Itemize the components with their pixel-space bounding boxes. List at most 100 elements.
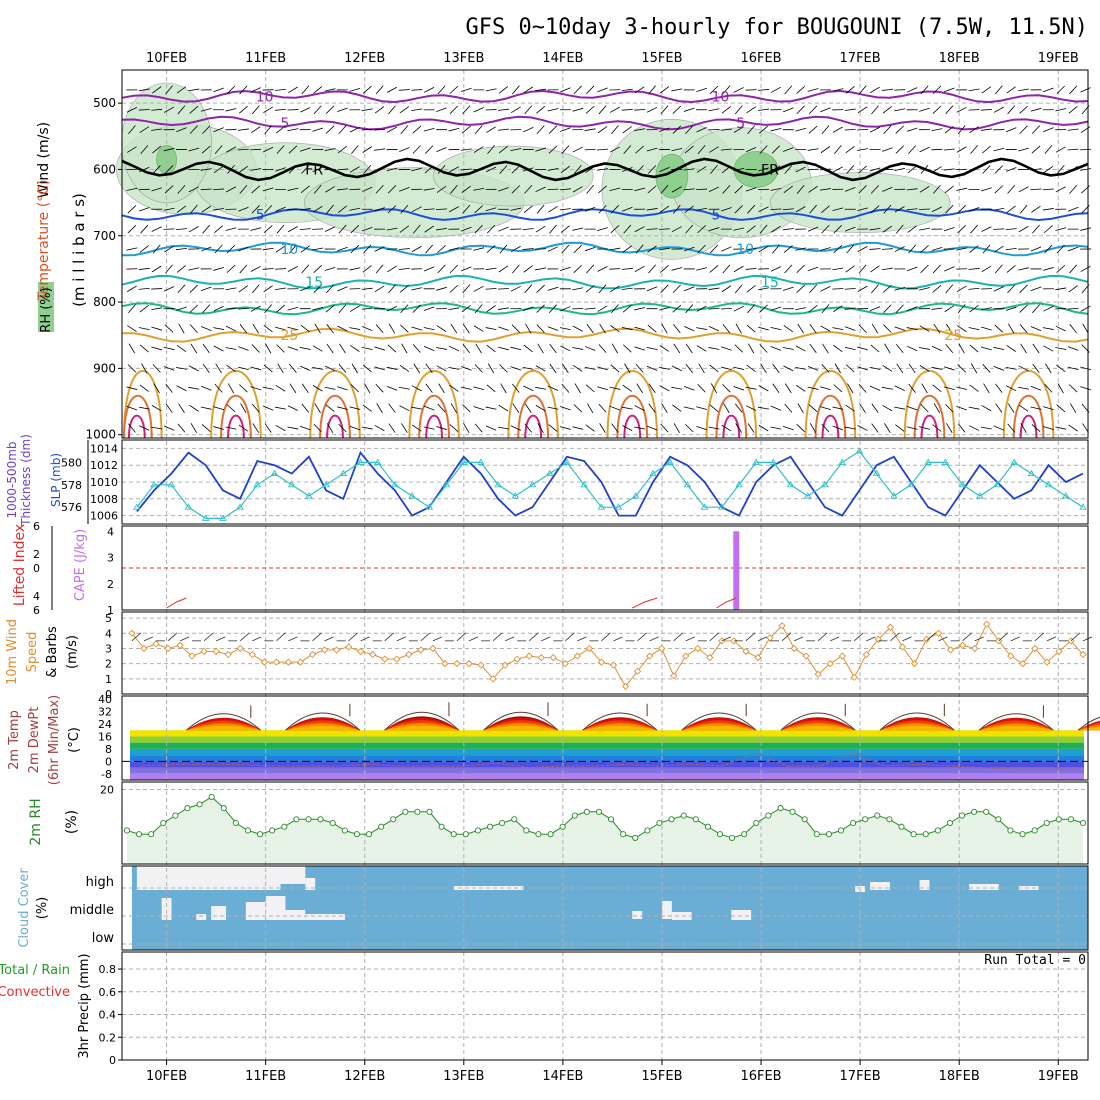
- wind-barb: [1068, 424, 1078, 432]
- wind-barb: [226, 244, 236, 254]
- wind-barb: [349, 406, 361, 410]
- wind-barb: [894, 108, 906, 112]
- thickness-point: [201, 514, 210, 521]
- wind-barb: [734, 284, 743, 294]
- wind-barb: [559, 188, 571, 191]
- wind-barb: [807, 88, 819, 92]
- wind-barb: [659, 345, 670, 352]
- wind-barb: [895, 424, 905, 432]
- wind-barb: [126, 106, 138, 113]
- wind-barb: [559, 426, 571, 430]
- wind-barb: [648, 85, 656, 95]
- wind-barb: [460, 148, 472, 151]
- wind-barb: [598, 185, 607, 194]
- wind-barb: [1005, 167, 1017, 172]
- wind-barb: [423, 266, 435, 272]
- wind-barb: [696, 188, 708, 191]
- wind-barb: [672, 284, 681, 294]
- wind-barb: [250, 386, 262, 391]
- thickness-point: [666, 458, 674, 465]
- wind-barb: [795, 206, 806, 213]
- wind-barb: [189, 105, 199, 114]
- wind-barb: [944, 266, 955, 272]
- wind-barb: [450, 184, 458, 194]
- wind-barb: [858, 85, 867, 95]
- wind-barb: [968, 207, 980, 212]
- wind-barb: [225, 146, 236, 153]
- wind-barb: [672, 304, 682, 313]
- wind-barb: [920, 403, 929, 413]
- wind-barb: [423, 405, 435, 411]
- wind-barb: [770, 327, 782, 331]
- wind-barb: [126, 406, 138, 411]
- wind-barb: [436, 347, 448, 350]
- temperature-hump: [582, 725, 658, 731]
- ylabel-temp2m: (6hr Min/Max): [47, 695, 62, 785]
- wind-barb: [945, 403, 954, 413]
- wind-barb: [265, 343, 272, 354]
- wind-barb: [448, 206, 459, 213]
- wind-barb: [894, 206, 905, 213]
- wind-barb: [450, 403, 458, 414]
- rh2m-point: [438, 823, 445, 830]
- date-label-bottom: 16FEB: [740, 1069, 781, 1084]
- wind-speed-point: [922, 635, 931, 643]
- wind-barb: [139, 305, 149, 313]
- temperature-band: [130, 755, 1084, 762]
- rh-contour-area: [433, 145, 594, 207]
- temp-tick-label: 24: [98, 718, 112, 731]
- wind-barb: [1018, 404, 1029, 412]
- wind-barb: [399, 285, 409, 293]
- wind-speed-point: [369, 650, 377, 659]
- rh2m-point: [946, 819, 953, 827]
- wind-barb: [1032, 363, 1040, 374]
- wind-barb: [213, 327, 225, 330]
- wind-barb: [312, 228, 324, 230]
- surface-temperature-contour: [913, 394, 946, 439]
- wind-barb: [587, 403, 594, 414]
- wind-barb: [511, 85, 520, 95]
- wind-barb: [300, 245, 310, 253]
- wind-barb: [819, 168, 831, 171]
- temp-tick-label: 40: [98, 693, 112, 706]
- wind-barb: [956, 247, 968, 251]
- thickness-point: [391, 480, 399, 488]
- wind-barb: [660, 105, 669, 115]
- wind-barb: [238, 105, 248, 114]
- wind-barb: [932, 424, 942, 432]
- wind-barb: [163, 147, 175, 152]
- wind-barb: [1080, 386, 1091, 391]
- wind-barb: [386, 366, 398, 370]
- ylabel-cloud: Cloud Cover: [17, 868, 32, 948]
- wind-barb: [450, 323, 458, 334]
- wind-barb: [809, 204, 817, 214]
- wind-barb: [696, 207, 708, 211]
- wind-barb: [215, 363, 222, 374]
- wind-barb: [1019, 324, 1028, 334]
- wind-barb: [548, 424, 558, 432]
- wind-barb: [746, 324, 756, 333]
- rh2m-point: [753, 819, 760, 827]
- wind-barb: [411, 385, 422, 392]
- wind-barb: [337, 286, 348, 292]
- wind-barb: [622, 245, 632, 253]
- wind-barb: [313, 184, 322, 194]
- wind-barb: [597, 386, 608, 391]
- wind-barb: [722, 85, 731, 95]
- thickness-point: [1079, 503, 1087, 510]
- wind-speed-point: [152, 640, 160, 648]
- wind-barb: [474, 364, 483, 373]
- date-label-top: 17FEB: [840, 51, 881, 66]
- wind-barb: [683, 286, 695, 292]
- wind-barb: [770, 306, 782, 311]
- wind-barb-10m: [276, 632, 286, 642]
- wind-barb: [983, 383, 990, 394]
- ylabel-wind10m: 10m Wind: [5, 619, 20, 685]
- thickness-point: [821, 480, 829, 488]
- wind-barb: [597, 126, 608, 134]
- date-label-top: 18FEB: [939, 51, 980, 66]
- wind-barb: [264, 125, 272, 135]
- wind-barb: [412, 304, 421, 313]
- surface-temperature-contour: [920, 414, 939, 439]
- wind-barb: [720, 307, 732, 310]
